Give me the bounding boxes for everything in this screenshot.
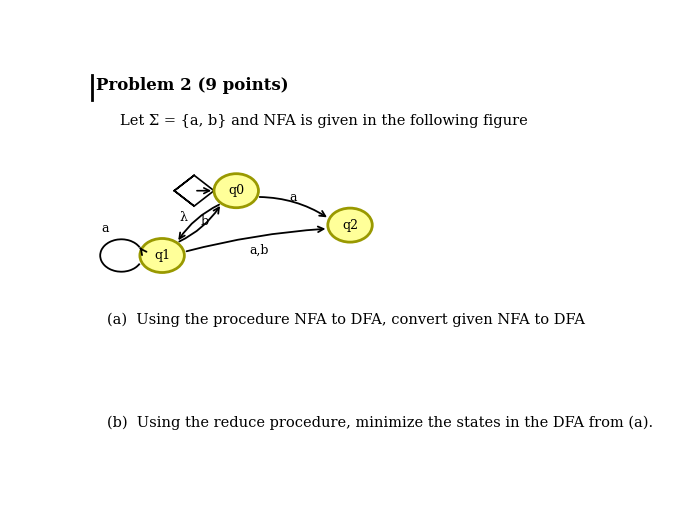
Circle shape — [140, 238, 184, 272]
Text: Let Σ = {a, b} and NFA is given in the following figure: Let Σ = {a, b} and NFA is given in the f… — [120, 114, 527, 128]
Text: Problem 2 (9 points): Problem 2 (9 points) — [96, 77, 289, 94]
Text: q1: q1 — [154, 249, 170, 262]
Text: q0: q0 — [228, 184, 245, 197]
Circle shape — [214, 174, 258, 208]
Text: a: a — [290, 191, 297, 204]
Text: q2: q2 — [342, 219, 358, 231]
Text: b: b — [200, 215, 208, 228]
Text: λ: λ — [180, 210, 187, 224]
Text: a,b: a,b — [249, 244, 268, 257]
Text: (a)  Using the procedure NFA to DFA, convert given NFA to DFA: (a) Using the procedure NFA to DFA, conv… — [107, 312, 585, 327]
Circle shape — [328, 208, 372, 242]
Text: (b)  Using the reduce procedure, minimize the states in the DFA from (a).: (b) Using the reduce procedure, minimize… — [107, 416, 653, 430]
Text: a: a — [102, 222, 109, 235]
